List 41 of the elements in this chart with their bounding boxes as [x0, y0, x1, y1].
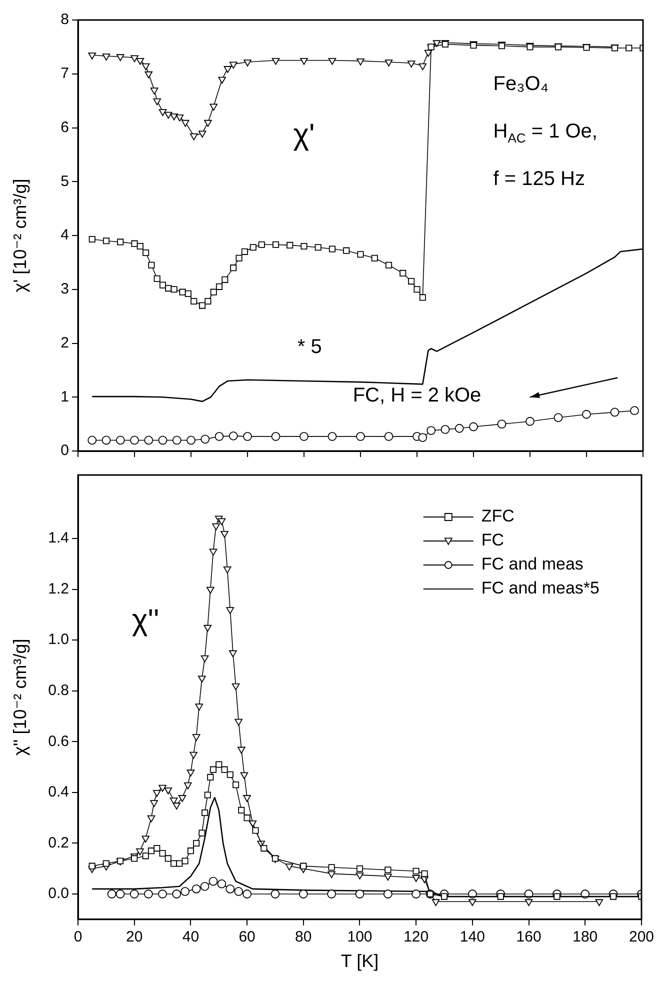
- y-axis-title: χ'' [10⁻² cm³/g]: [10, 638, 30, 756]
- y-tick-label: 1.0: [48, 631, 69, 648]
- legend-label: ZFC: [481, 506, 514, 526]
- legend-label: FC and meas: [481, 554, 584, 574]
- x-tick-label: 160: [516, 928, 542, 946]
- y-tick-label: 1.2: [48, 580, 69, 598]
- y-tick-label: 0.4: [48, 784, 69, 801]
- x-tick-label: 40: [182, 928, 200, 946]
- x-tick-label: 120: [404, 928, 429, 946]
- y-tick-label: 1.4: [48, 530, 69, 547]
- x-tick-label: 60: [238, 928, 256, 946]
- legend-label: FC: [481, 530, 504, 550]
- y-tick-label: 3: [60, 280, 69, 298]
- y-tick-label: 0: [60, 442, 69, 460]
- y-tick-label: 8: [60, 11, 69, 28]
- y-tick-label: 0.8: [48, 682, 69, 699]
- annotation: * 5: [297, 336, 322, 358]
- x-tick-label: 180: [572, 928, 598, 946]
- annotation: FC, H = 2 kOe: [352, 384, 482, 406]
- y-tick-label: 0.0: [48, 885, 69, 902]
- y-tick-label: 1: [60, 388, 69, 406]
- annotation: χ'': [132, 604, 160, 637]
- y-tick-label: 7: [60, 65, 69, 82]
- annotation: Fe₃O₄: [493, 73, 548, 96]
- annotation: χ': [293, 118, 315, 152]
- x-tick-label: 0: [74, 928, 82, 946]
- y-tick-label: 4: [60, 226, 69, 244]
- y-tick-label: 2: [60, 334, 69, 352]
- y-tick-label: 0.2: [48, 834, 69, 852]
- x-tick-label: 80: [295, 928, 312, 946]
- y-tick-label: 5: [60, 172, 69, 190]
- x-tick-label: 200: [628, 928, 654, 946]
- x-axis-title: T [K]: [340, 951, 379, 972]
- x-tick-label: 20: [126, 928, 143, 946]
- x-tick-label: 140: [460, 928, 485, 946]
- y-tick-label: 0.6: [48, 732, 69, 750]
- y-axis-title: χ' [10⁻² cm³/g]: [10, 178, 30, 292]
- x-tick-label: 100: [347, 928, 372, 946]
- y-tick-label: 6: [60, 118, 69, 136]
- legend-label: FC and meas*5: [481, 578, 600, 598]
- annotation: f = 125 Hz: [493, 168, 585, 190]
